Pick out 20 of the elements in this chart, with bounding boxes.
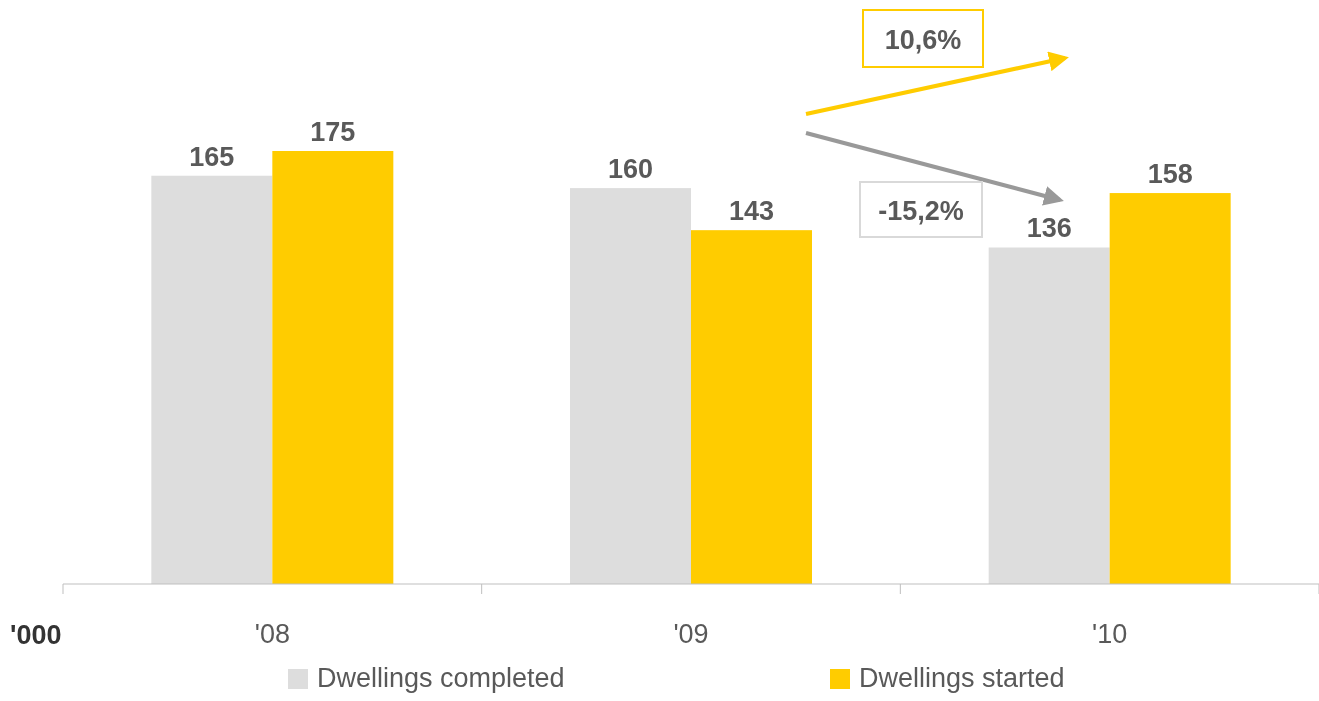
text: 10,6% bbox=[884, 24, 962, 55]
bar bbox=[691, 230, 812, 584]
data-label: 160 bbox=[607, 154, 654, 185]
x-tick-label: '08 bbox=[254, 619, 290, 649]
legend-label: Dwellings started bbox=[859, 663, 1065, 693]
bar bbox=[272, 151, 394, 584]
bar bbox=[988, 247, 1110, 584]
data-label: 165 bbox=[189, 141, 235, 172]
data-label: 175 bbox=[310, 117, 356, 147]
data-label: 158 bbox=[1147, 159, 1193, 190]
bar bbox=[151, 175, 273, 584]
y-axis-title: '000 bbox=[10, 620, 62, 650]
legend-label: Dwellings completed bbox=[317, 663, 565, 693]
data-label: 136 bbox=[1026, 213, 1072, 244]
x-tick-label: '09 bbox=[673, 619, 709, 649]
bar bbox=[1109, 193, 1231, 584]
bar bbox=[570, 188, 691, 584]
data-label: 143 bbox=[728, 196, 775, 227]
x-tick-label: '10 bbox=[1092, 619, 1128, 649]
annotation: -15,2% bbox=[878, 195, 964, 226]
